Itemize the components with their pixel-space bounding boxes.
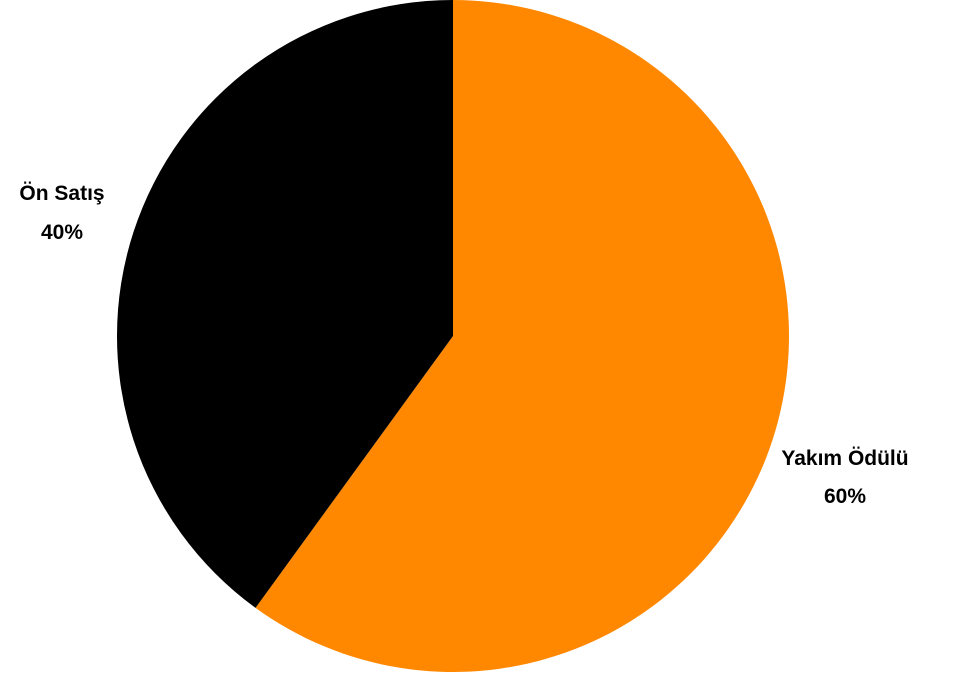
labels-layer: Yakım Ödülü 60% Ön Satış 40%: [19, 182, 908, 508]
slice-label-value-1: 40%: [41, 221, 83, 244]
slice-label-value-0: 60%: [824, 485, 866, 508]
pie-slice-0: [255, 0, 789, 673]
pie-slice-1: [116, 0, 453, 608]
slice-label-name-0: Yakım Ödülü: [781, 447, 908, 470]
slice-label-name-1: Ön Satış: [19, 182, 104, 205]
slices-layer: [116, 0, 789, 673]
